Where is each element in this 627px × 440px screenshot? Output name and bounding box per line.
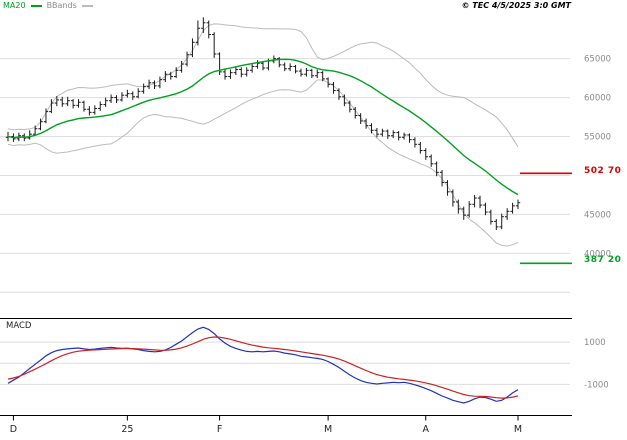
price-axis-tick-label: 40000: [584, 249, 611, 259]
x-axis-month-label: A: [423, 424, 430, 435]
macd-axis-tick-label: -1000: [584, 380, 609, 390]
x-axis-month-label: F: [217, 424, 222, 435]
macd-signal-line: [7, 336, 519, 399]
bband-lower-line: [7, 79, 519, 247]
macd-axis-tick-label: 1000: [584, 338, 606, 348]
x-axis-month-label: D: [10, 424, 17, 435]
price-axis-tick-label: 65000: [584, 55, 611, 65]
x-axis-month-label: 25: [121, 424, 133, 435]
bbands-line-sample-icon: [81, 5, 93, 7]
copyright-text: © TEC 4/5/2025 3:0 GMT: [461, 1, 572, 10]
price-axis-tick-label: 60000: [584, 94, 611, 104]
ma20-line-sample-icon: [30, 5, 42, 7]
price-axis-tick-label: 45000: [584, 210, 611, 220]
macd-line: [7, 326, 519, 404]
bband-upper-line: [7, 23, 519, 148]
legend-bbands-label: BBands: [46, 1, 77, 10]
x-axis-month-label: M: [514, 424, 522, 435]
x-axis-month-label: M: [324, 424, 332, 435]
legend: MA20 BBands: [3, 1, 93, 11]
ma20-line: [7, 58, 519, 196]
resistance-price-label: 502 70: [584, 166, 622, 176]
macd-panel-label: MACD: [6, 321, 32, 331]
price-axis-tick-label: 55000: [584, 133, 611, 143]
legend-ma20-label: MA20: [3, 1, 26, 10]
support-price-label: 387 20: [584, 255, 622, 265]
